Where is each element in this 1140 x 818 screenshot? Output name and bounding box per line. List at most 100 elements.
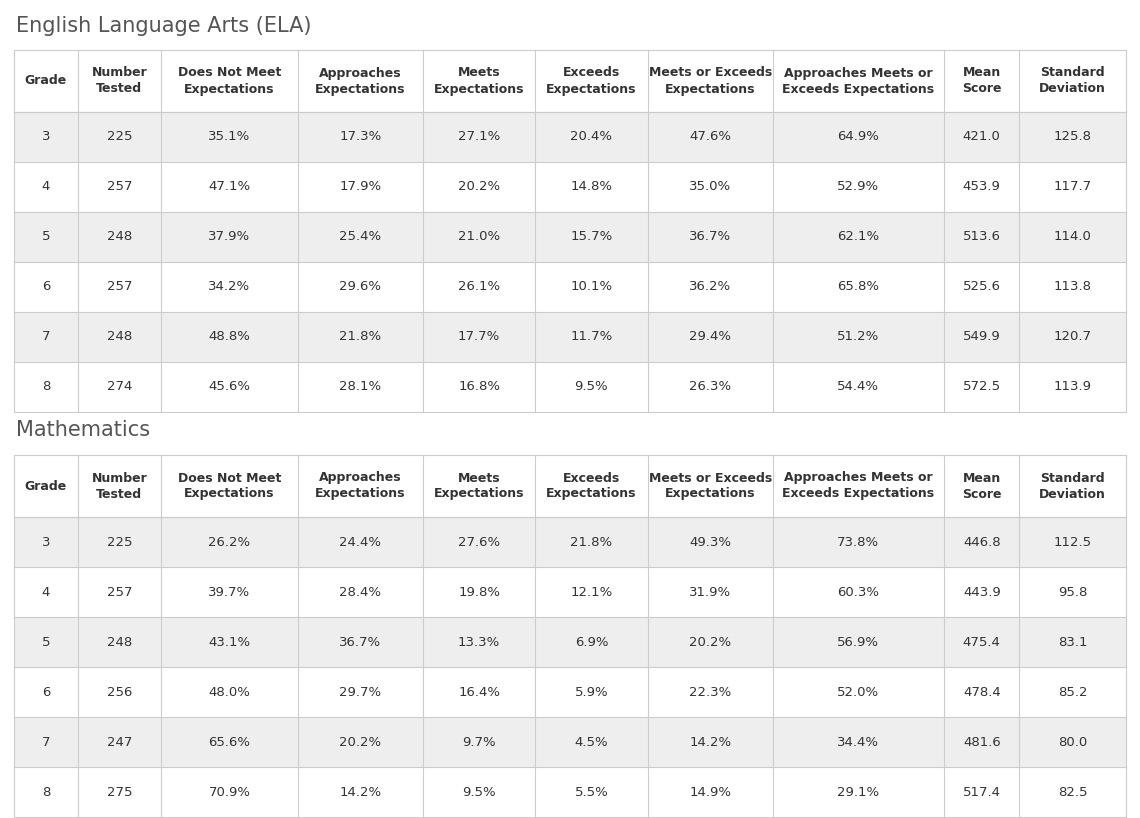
Text: 7: 7 (41, 330, 50, 344)
Text: 14.8%: 14.8% (570, 181, 612, 194)
Text: Meets or Exceeds
Expectations: Meets or Exceeds Expectations (649, 471, 772, 501)
Text: Mean
Score: Mean Score (962, 66, 1002, 96)
Text: 82.5: 82.5 (1058, 785, 1088, 798)
Text: 16.4%: 16.4% (458, 685, 500, 699)
Text: 17.7%: 17.7% (458, 330, 500, 344)
Text: 9.7%: 9.7% (462, 735, 496, 748)
Text: Mean
Score: Mean Score (962, 471, 1002, 501)
Text: 225: 225 (107, 131, 132, 143)
Text: 475.4: 475.4 (963, 636, 1001, 649)
Text: 47.6%: 47.6% (690, 131, 731, 143)
Text: 83.1: 83.1 (1058, 636, 1088, 649)
Text: 4: 4 (42, 586, 50, 599)
Text: 36.7%: 36.7% (689, 231, 731, 244)
Text: 112.5: 112.5 (1053, 536, 1092, 549)
Text: 21.8%: 21.8% (340, 330, 382, 344)
Text: 25.4%: 25.4% (340, 231, 382, 244)
Bar (14, 162, 1126, 212)
Text: 49.3%: 49.3% (690, 536, 731, 549)
Text: 37.9%: 37.9% (209, 231, 251, 244)
Bar (14, 717, 1126, 767)
Text: Exceeds
Expectations: Exceeds Expectations (546, 66, 636, 96)
Text: 6: 6 (42, 685, 50, 699)
Text: 275: 275 (107, 785, 132, 798)
Text: 65.6%: 65.6% (209, 735, 251, 748)
Text: 120.7: 120.7 (1053, 330, 1092, 344)
Text: 12.1%: 12.1% (570, 586, 612, 599)
Text: 47.1%: 47.1% (209, 181, 251, 194)
Text: 478.4: 478.4 (963, 685, 1001, 699)
Text: 62.1%: 62.1% (838, 231, 879, 244)
Text: 549.9: 549.9 (963, 330, 1001, 344)
Text: 5.9%: 5.9% (575, 685, 609, 699)
Text: 7: 7 (41, 735, 50, 748)
Bar (14, 617, 1126, 667)
Text: 54.4%: 54.4% (838, 380, 879, 393)
Text: 56.9%: 56.9% (838, 636, 879, 649)
Bar (14, 112, 1126, 162)
Text: 26.2%: 26.2% (209, 536, 251, 549)
Bar (14, 262, 1126, 312)
Bar (14, 667, 1126, 717)
Text: 513.6: 513.6 (963, 231, 1001, 244)
Text: 36.7%: 36.7% (340, 636, 382, 649)
Text: 257: 257 (107, 181, 132, 194)
Text: 225: 225 (107, 536, 132, 549)
Bar (14, 212, 1126, 262)
Text: 8: 8 (42, 380, 50, 393)
Text: 256: 256 (107, 685, 132, 699)
Text: 5: 5 (41, 636, 50, 649)
Text: 19.8%: 19.8% (458, 586, 500, 599)
Text: 24.4%: 24.4% (340, 536, 382, 549)
Text: 4.5%: 4.5% (575, 735, 609, 748)
Bar (14, 312, 1126, 362)
Bar (14, 455, 1126, 517)
Text: 39.7%: 39.7% (209, 586, 251, 599)
Text: 29.4%: 29.4% (690, 330, 731, 344)
Text: Exceeds
Expectations: Exceeds Expectations (546, 471, 636, 501)
Text: 125.8: 125.8 (1053, 131, 1092, 143)
Text: Approaches
Expectations: Approaches Expectations (315, 66, 406, 96)
Text: 36.2%: 36.2% (689, 281, 731, 294)
Text: 70.9%: 70.9% (209, 785, 251, 798)
Text: Does Not Meet
Expectations: Does Not Meet Expectations (178, 66, 282, 96)
Text: 60.3%: 60.3% (838, 586, 879, 599)
Text: 113.9: 113.9 (1053, 380, 1092, 393)
Text: Approaches Meets or
Exceeds Expectations: Approaches Meets or Exceeds Expectations (782, 66, 935, 96)
Text: 28.4%: 28.4% (340, 586, 382, 599)
Text: Approaches Meets or
Exceeds Expectations: Approaches Meets or Exceeds Expectations (782, 471, 935, 501)
Text: 52.0%: 52.0% (838, 685, 879, 699)
Text: Grade: Grade (25, 74, 67, 88)
Text: 248: 248 (107, 636, 132, 649)
Text: 20.2%: 20.2% (458, 181, 500, 194)
Text: 117.7: 117.7 (1053, 181, 1092, 194)
Text: 35.1%: 35.1% (209, 131, 251, 143)
Text: 34.4%: 34.4% (838, 735, 879, 748)
Text: Standard
Deviation: Standard Deviation (1040, 66, 1106, 96)
Text: 14.2%: 14.2% (689, 735, 731, 748)
Bar (14, 517, 1126, 567)
Text: 48.0%: 48.0% (209, 685, 251, 699)
Text: 114.0: 114.0 (1053, 231, 1092, 244)
Text: 257: 257 (107, 281, 132, 294)
Text: 17.9%: 17.9% (340, 181, 382, 194)
Text: 4: 4 (42, 181, 50, 194)
Text: 80.0: 80.0 (1058, 735, 1088, 748)
Text: 29.1%: 29.1% (838, 785, 879, 798)
Text: 421.0: 421.0 (963, 131, 1001, 143)
Text: Meets
Expectations: Meets Expectations (434, 66, 524, 96)
Text: 9.5%: 9.5% (575, 380, 609, 393)
Text: 572.5: 572.5 (962, 380, 1001, 393)
Text: 35.0%: 35.0% (689, 181, 731, 194)
Text: 10.1%: 10.1% (570, 281, 612, 294)
Text: 20.2%: 20.2% (340, 735, 382, 748)
Text: 247: 247 (107, 735, 132, 748)
Text: 29.7%: 29.7% (340, 685, 382, 699)
Text: 6.9%: 6.9% (575, 636, 608, 649)
Text: 16.8%: 16.8% (458, 380, 500, 393)
Text: 27.1%: 27.1% (458, 131, 500, 143)
Text: 20.4%: 20.4% (570, 131, 612, 143)
Text: 28.1%: 28.1% (340, 380, 382, 393)
Text: 52.9%: 52.9% (838, 181, 879, 194)
Text: 15.7%: 15.7% (570, 231, 612, 244)
